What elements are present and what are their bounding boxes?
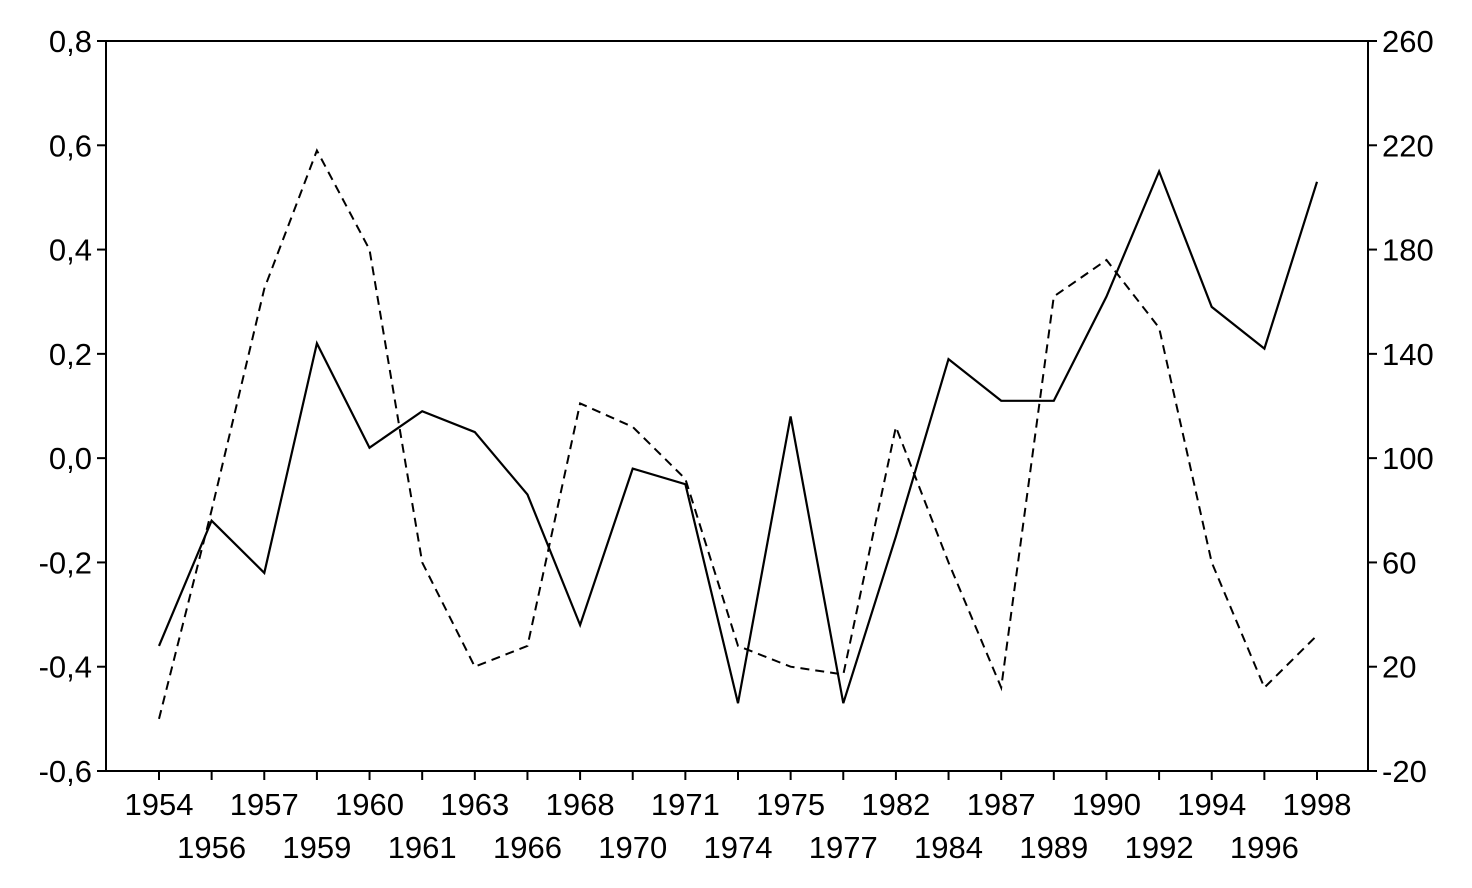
left-tick-label: -0,2 bbox=[39, 545, 92, 580]
series-layer bbox=[157, 148, 1319, 720]
x-tick-label: 1992 bbox=[1125, 830, 1194, 865]
x-tick-label: 1963 bbox=[440, 787, 509, 822]
right-tick-label: 180 bbox=[1382, 233, 1434, 268]
left-tick-label: 0,6 bbox=[49, 128, 92, 163]
x-tick-label: 1987 bbox=[967, 787, 1036, 822]
left-tick-label: 0,8 bbox=[49, 24, 92, 59]
x-tick-label: 1959 bbox=[282, 830, 351, 865]
x-tick-label: 1954 bbox=[125, 787, 194, 822]
x-tick-label: 1961 bbox=[388, 830, 457, 865]
x-tick-label: 1970 bbox=[598, 830, 667, 865]
plot-frame bbox=[105, 40, 1369, 772]
left-tick-label: -0,4 bbox=[39, 650, 92, 685]
x-tick-label: 1966 bbox=[493, 830, 562, 865]
right-tick-label: 20 bbox=[1382, 650, 1416, 685]
right-tick-label: 100 bbox=[1382, 441, 1434, 476]
x-tick-label: 1994 bbox=[1177, 787, 1246, 822]
right-tick-label: 60 bbox=[1382, 545, 1416, 580]
x-tick-label: 1977 bbox=[809, 830, 878, 865]
left-tick-label: 0,4 bbox=[49, 233, 92, 268]
x-tick-label: 1984 bbox=[914, 830, 983, 865]
x-tick-label: 1975 bbox=[756, 787, 825, 822]
x-tick-label: 1998 bbox=[1283, 787, 1352, 822]
x-tick-label: 1971 bbox=[651, 787, 720, 822]
x-tick-label: 1957 bbox=[230, 787, 299, 822]
right-tick-label: 220 bbox=[1382, 128, 1434, 163]
x-tick-label: 1974 bbox=[704, 830, 773, 865]
x-tick-label: 1996 bbox=[1230, 830, 1299, 865]
x-tick-label: 1956 bbox=[177, 830, 246, 865]
right-tick-label: -20 bbox=[1382, 754, 1427, 789]
left-tick-label: 0,0 bbox=[49, 441, 92, 476]
left-axis-ticks: -0,6 -0,4 -0,2 0,0 0,2 0,4 0,6 0,8 bbox=[39, 24, 106, 789]
x-tick-label: 1990 bbox=[1072, 787, 1141, 822]
x-tick-label: 1982 bbox=[861, 787, 930, 822]
left-tick-label: 0,2 bbox=[49, 337, 92, 372]
left-tick-label: -0,6 bbox=[39, 754, 92, 789]
x-tick-label: 1989 bbox=[1019, 830, 1088, 865]
x-tick-label: 1968 bbox=[546, 787, 615, 822]
right-axis-ticks: -20 20 60 100 140 180 220 260 bbox=[1368, 24, 1434, 789]
x-tick-label: 1960 bbox=[335, 787, 404, 822]
right-tick-label: 260 bbox=[1382, 24, 1434, 59]
series-line-solid bbox=[157, 168, 1319, 704]
right-tick-label: 140 bbox=[1382, 337, 1434, 372]
x-axis-ticks: 1954 1956 1957 1959 1960 1961 1963 1966 1968 1970… bbox=[125, 771, 1352, 865]
series-line-dashed bbox=[158, 148, 1318, 720]
